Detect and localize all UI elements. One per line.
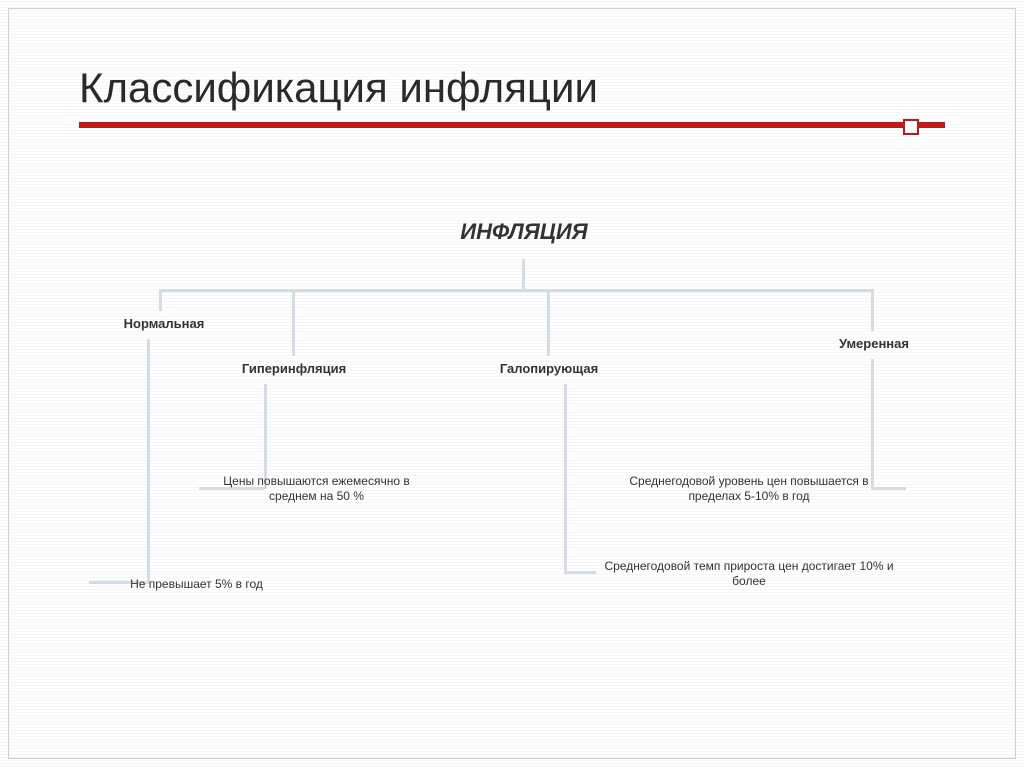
connector (159, 289, 874, 292)
node-desc-normal: Не превышает 5% в год (89, 564, 304, 604)
inflation-diagram: ИНФЛЯЦИЯ Нормальная Гиперинфляция Галопи… (9, 9, 1015, 758)
connector (292, 289, 295, 356)
node-normal: Нормальная (104, 309, 224, 339)
node-label: Нормальная (124, 316, 205, 332)
slide-frame: Классификация инфляции ИНФЛЯЦИЯ Нормальн… (8, 8, 1016, 759)
connector (147, 339, 150, 584)
node-label: Не превышает 5% в год (130, 577, 263, 592)
node-desc-gallop: Среднегодовой темп прироста цен достигае… (594, 549, 904, 599)
connector (564, 571, 596, 574)
node-hyper: Гиперинфляция (224, 354, 364, 384)
connector (564, 384, 567, 574)
node-moderate: Умеренная (819, 329, 929, 359)
node-label: Среднегодовой уровень цен повышается в п… (604, 474, 894, 504)
connector (547, 289, 550, 356)
node-label: Цены повышаются ежемесячно в среднем на … (209, 474, 424, 504)
connector (522, 259, 525, 289)
node-desc-hyper: Цены повышаются ежемесячно в среднем на … (199, 464, 434, 514)
node-desc-moderate: Среднегодовой уровень цен повышается в п… (594, 464, 904, 514)
connector (159, 289, 162, 311)
node-label: Гиперинфляция (242, 361, 346, 377)
node-label: Среднегодовой темп прироста цен достигае… (604, 559, 894, 589)
node-label: ИНФЛЯЦИЯ (460, 218, 587, 246)
node-label: Галопирующая (500, 361, 598, 377)
node-root: ИНФЛЯЦИЯ (404, 204, 644, 259)
node-label: Умеренная (839, 336, 909, 352)
node-gallop: Галопирующая (479, 354, 619, 384)
connector (871, 289, 874, 331)
